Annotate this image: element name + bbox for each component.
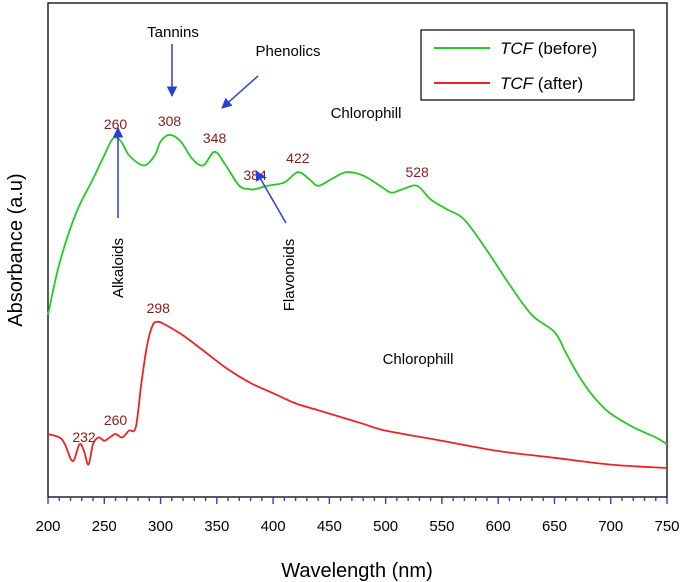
x-tick-label: 400 — [261, 518, 286, 535]
chlorophill-before-label: Chlorophill — [331, 105, 402, 122]
peak-label-before-384: 384 — [243, 167, 267, 183]
x-tick-label: 500 — [373, 518, 398, 535]
annotation-arrows — [112, 44, 287, 224]
peak-label-after-298: 298 — [147, 300, 171, 316]
legend-box — [420, 29, 635, 101]
x-tick-label: 300 — [148, 518, 173, 535]
x-tick-label: 350 — [204, 518, 229, 535]
tannins-label: Tannins — [147, 24, 199, 41]
series-layer — [47, 133, 668, 469]
x-axis-title: Wavelength (nm) — [281, 560, 433, 582]
y-axis-title: Absorbance (a.u) — [5, 173, 27, 326]
x-tick-label: 650 — [542, 518, 567, 535]
flavonoids-arrow — [255, 170, 287, 224]
series-line-before — [47, 133, 668, 445]
phenolics-arrow — [221, 75, 259, 109]
x-tick-label: 600 — [486, 518, 511, 535]
peak-label-after-232: 232 — [72, 429, 96, 445]
peak-label-before-308: 308 — [158, 113, 182, 129]
x-tick-label: 450 — [317, 518, 342, 535]
peak-label-before-348: 348 — [203, 130, 227, 146]
x-axis-ticks — [47, 497, 668, 504]
peak-label-before-528: 528 — [405, 164, 429, 180]
peak-label-after-260: 260 — [104, 412, 128, 428]
phenolics-label: Phenolics — [255, 43, 320, 60]
legend-label-after: TCF (after) — [500, 74, 583, 93]
x-tick-label: 700 — [598, 518, 623, 535]
flavonoids-label: Flavonoids — [281, 239, 298, 312]
x-tick-label: 250 — [92, 518, 117, 535]
peak-label-before-422: 422 — [286, 150, 310, 166]
legend: TCF (before) TCF (after) — [420, 29, 635, 101]
plot-frame — [47, 2, 668, 498]
series-line-after — [47, 320, 668, 469]
peak-labels: 260 308 348 384 422 528 232 260 298 — [72, 113, 429, 445]
x-tick-label: 550 — [429, 518, 454, 535]
legend-label-before: TCF (before) — [500, 39, 597, 58]
x-axis-tick-labels: 200 250 300 350 400 450 500 550 600 650 700 750 — [35, 518, 679, 535]
alkaloids-label: Alkaloids — [110, 238, 127, 298]
x-tick-label: 200 — [35, 518, 60, 535]
peak-label-before-260: 260 — [104, 116, 128, 132]
chlorophill-after-label: Chlorophill — [383, 351, 454, 368]
x-tick-label: 750 — [654, 518, 679, 535]
